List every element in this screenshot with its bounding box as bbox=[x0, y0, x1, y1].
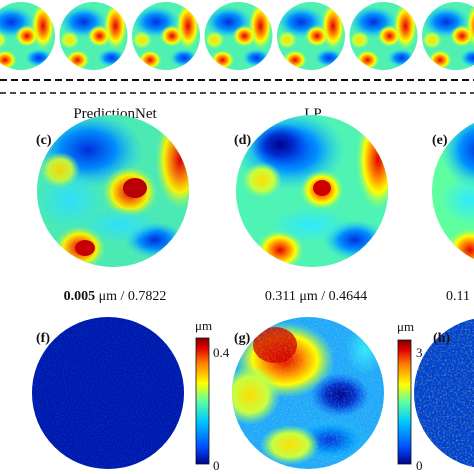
metric-predictionnet-rest: μm / 0.7822 bbox=[95, 289, 166, 304]
top-thumbnail-map bbox=[422, 2, 474, 70]
colorbar-f-min: 0 bbox=[213, 458, 220, 473]
colorbar-g: μm 3 0 bbox=[397, 319, 423, 473]
panel-label-c: (c) bbox=[36, 133, 52, 148]
top-strip-maps bbox=[0, 2, 474, 70]
panel-label-h: (h) bbox=[433, 331, 450, 346]
colorbar-f: μm 0.4 0 bbox=[195, 318, 230, 473]
top-thumbnail-map bbox=[277, 2, 345, 70]
top-thumbnail-map bbox=[132, 2, 200, 70]
metric-predictionnet: 0.005 μm / 0.7822 bbox=[64, 289, 167, 304]
top-thumbnail-map bbox=[59, 2, 128, 70]
colorbar-f-unit: μm bbox=[195, 318, 212, 333]
metric-lp: 0.311 μm / 0.4644 bbox=[265, 289, 367, 304]
metric-predictionnet-value: 0.005 bbox=[64, 289, 96, 304]
top-thumbnail-map bbox=[349, 2, 418, 70]
panel-h: (h) bbox=[414, 317, 474, 469]
panel-label-f: (f) bbox=[36, 331, 50, 346]
colorbar-g-min: 0 bbox=[416, 458, 423, 473]
colorbar-g-max: 3 bbox=[416, 345, 423, 360]
panel-label-g: (g) bbox=[234, 331, 251, 346]
colorbar-g-unit: μm bbox=[397, 319, 414, 334]
panel-f: (f) bbox=[32, 317, 184, 469]
panel-g: (g) bbox=[232, 317, 384, 469]
top-thumbnail-map bbox=[204, 2, 273, 70]
panel-e: (e) bbox=[432, 115, 474, 267]
colorbar-f-max: 0.4 bbox=[213, 345, 230, 360]
panel-c: (c) bbox=[36, 115, 189, 267]
panel-label-d: (d) bbox=[234, 133, 251, 148]
panel-label-e: (e) bbox=[432, 133, 448, 148]
metric-e-partial: 0.11 bbox=[446, 289, 470, 304]
top-thumbnail-map bbox=[0, 2, 55, 70]
panel-d: (d) bbox=[234, 115, 388, 267]
